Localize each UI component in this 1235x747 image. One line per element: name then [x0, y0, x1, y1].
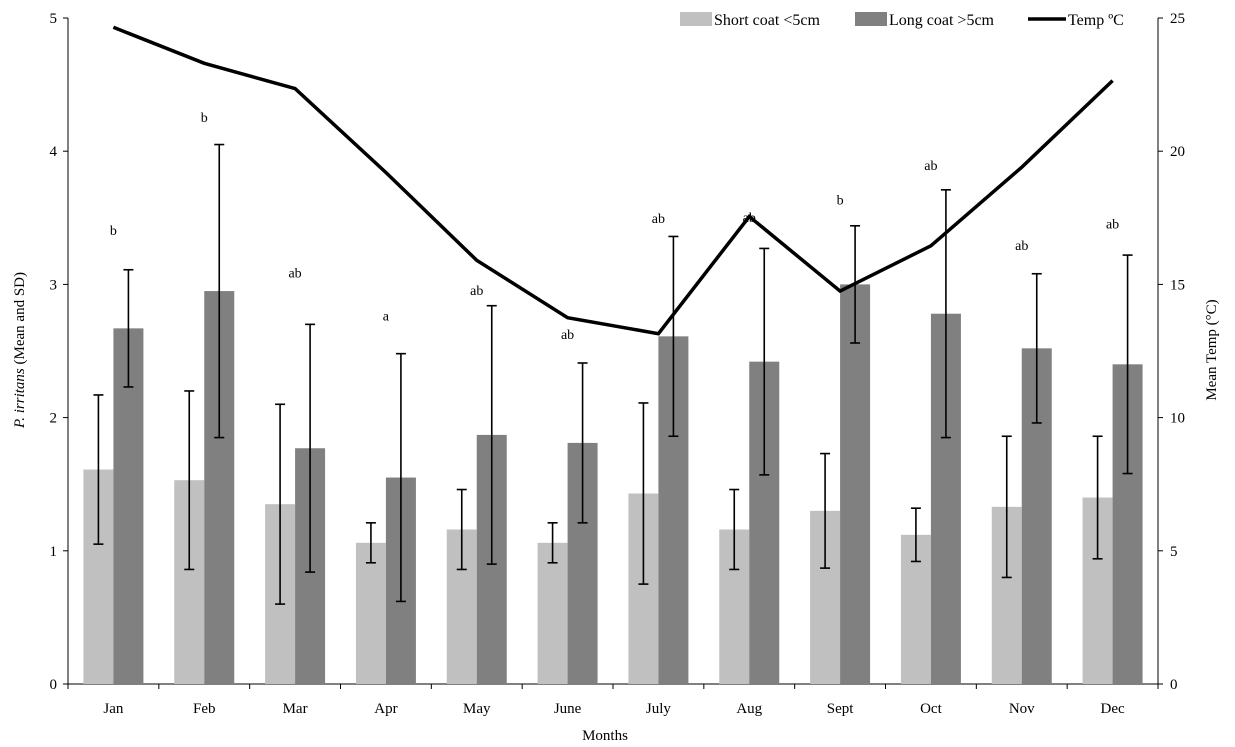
- y2-tick-label: 10: [1170, 411, 1185, 427]
- axes: 0 1 2 3 4 5 0 5 10 15 20 25 Jan Feb Mar Apr May June July A…: [50, 11, 1186, 717]
- y2-tick-label: 15: [1170, 277, 1185, 293]
- y-tick-label: 0: [50, 677, 58, 693]
- x-tick-label: Apr: [374, 701, 397, 717]
- y2-tick-label: 5: [1170, 544, 1178, 560]
- legend-swatch-short-coat: [680, 12, 712, 26]
- legend-swatch-long-coat: [855, 12, 887, 26]
- short-coat-bar: [355, 542, 386, 684]
- error-bars: [93, 143, 1133, 605]
- y-tick-label: 4: [50, 144, 58, 160]
- y-tick-label: 1: [50, 544, 58, 560]
- x-tick-label: June: [554, 701, 582, 717]
- y-axis-title-species: P. irritans: [12, 368, 28, 429]
- significance-label: b: [837, 193, 844, 208]
- bars: [83, 284, 1143, 684]
- x-tick-label: Aug: [736, 701, 762, 717]
- y2-tick-label: 25: [1170, 11, 1185, 27]
- x-tick-label: Mar: [283, 701, 308, 717]
- x-tick-label: Sept: [827, 701, 855, 717]
- x-tick-label: Nov: [1009, 701, 1035, 717]
- significance-label: b: [110, 224, 117, 239]
- significance-label: a: [383, 309, 390, 324]
- significance-label: ab: [288, 267, 301, 282]
- y-axis-title: P. irritans (Mean and SD): [12, 272, 28, 429]
- x-tick-label: July: [646, 701, 672, 717]
- short-coat-bar: [537, 542, 568, 684]
- significance-label: ab: [652, 212, 665, 227]
- x-axis-title: Months: [582, 728, 628, 744]
- significance-label: ab: [1015, 239, 1028, 254]
- long-coat-bar: [840, 284, 871, 684]
- x-tick-label: May: [463, 701, 491, 717]
- legend-label-short-coat: Short coat <5cm: [714, 12, 820, 29]
- y2-axis-title: Mean Temp (°C): [1204, 299, 1220, 400]
- x-tick-label: Dec: [1101, 701, 1125, 717]
- significance-annotations: b b ab a ab ab ab ab b ab ab ab: [110, 111, 1119, 343]
- x-tick-label: Jan: [103, 701, 123, 717]
- temperature-line-layer: [112, 25, 1114, 336]
- y-axis-title-rest: (Mean and SD): [12, 272, 28, 368]
- y2-tick-label: 0: [1170, 677, 1178, 693]
- significance-label: ab: [924, 159, 937, 174]
- significance-label: ab: [1106, 217, 1119, 232]
- temperature-line: [112, 25, 1114, 336]
- significance-label: ab: [561, 328, 574, 343]
- legend: Short coat <5cm Long coat >5cm Temp ºC: [680, 12, 1124, 29]
- y-tick-label: 5: [50, 11, 58, 27]
- y2-tick-label: 20: [1170, 144, 1185, 160]
- legend-label-long-coat: Long coat >5cm: [889, 12, 995, 29]
- significance-label: ab: [743, 211, 756, 226]
- x-tick-label: Oct: [920, 701, 942, 717]
- y-tick-label: 2: [50, 411, 58, 427]
- legend-label-temp: Temp ºC: [1068, 12, 1124, 29]
- significance-label: ab: [470, 284, 483, 299]
- x-tick-label: Feb: [193, 701, 216, 717]
- y-tick-label: 3: [50, 277, 58, 293]
- significance-label: b: [201, 111, 208, 126]
